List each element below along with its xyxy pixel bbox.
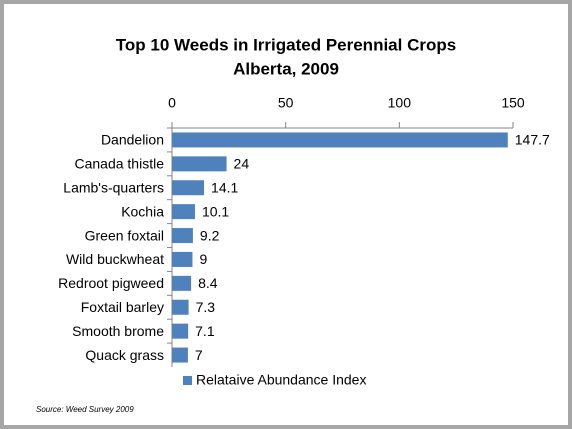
x-tick-label: 0 bbox=[168, 95, 176, 111]
data-label: 9 bbox=[199, 251, 207, 267]
chart-subtitle: Alberta, 2009 bbox=[233, 59, 339, 78]
data-label: 7.3 bbox=[196, 299, 216, 315]
bar bbox=[172, 228, 193, 244]
bar bbox=[172, 347, 188, 363]
y-tick-label: Kochia bbox=[121, 203, 164, 219]
bar bbox=[172, 180, 205, 196]
y-tick-label: Canada thistle bbox=[74, 156, 164, 172]
bar bbox=[172, 275, 192, 291]
chart-title: Top 10 Weeds in Irrigated Perennial Crop… bbox=[116, 35, 456, 54]
data-label: 7 bbox=[195, 347, 203, 363]
y-tick-label: Green foxtail bbox=[85, 227, 164, 243]
data-label: 9.2 bbox=[200, 227, 220, 243]
y-tick-label: Redroot pigweed bbox=[58, 275, 164, 291]
bar bbox=[172, 156, 227, 172]
bar bbox=[172, 251, 193, 267]
x-tick-label: 50 bbox=[278, 95, 294, 111]
source-note: Source: Weed Survey 2009 bbox=[36, 405, 134, 414]
y-tick-label: Lamb's-quarters bbox=[63, 179, 164, 195]
data-label: 10.1 bbox=[202, 203, 229, 219]
x-tick-label: 150 bbox=[501, 95, 525, 111]
bar bbox=[172, 299, 189, 315]
y-tick-label: Foxtail barley bbox=[81, 299, 164, 315]
bar bbox=[172, 204, 195, 220]
data-label: 14.1 bbox=[211, 179, 238, 195]
legend-swatch bbox=[183, 376, 192, 385]
data-label: 147.7 bbox=[515, 132, 550, 148]
y-tick-label: Wild buckwheat bbox=[66, 251, 164, 267]
data-label: 7.1 bbox=[195, 323, 215, 339]
y-tick-label: Smooth brome bbox=[72, 323, 164, 339]
y-tick-label: Quack grass bbox=[85, 347, 164, 363]
bar bbox=[172, 323, 189, 339]
data-label: 24 bbox=[234, 156, 250, 172]
x-tick-label: 100 bbox=[388, 95, 412, 111]
data-label: 8.4 bbox=[198, 275, 218, 291]
y-tick-label: Dandelion bbox=[101, 132, 164, 148]
bar bbox=[172, 132, 508, 148]
legend-label: Relataive Abundance Index bbox=[196, 372, 366, 388]
